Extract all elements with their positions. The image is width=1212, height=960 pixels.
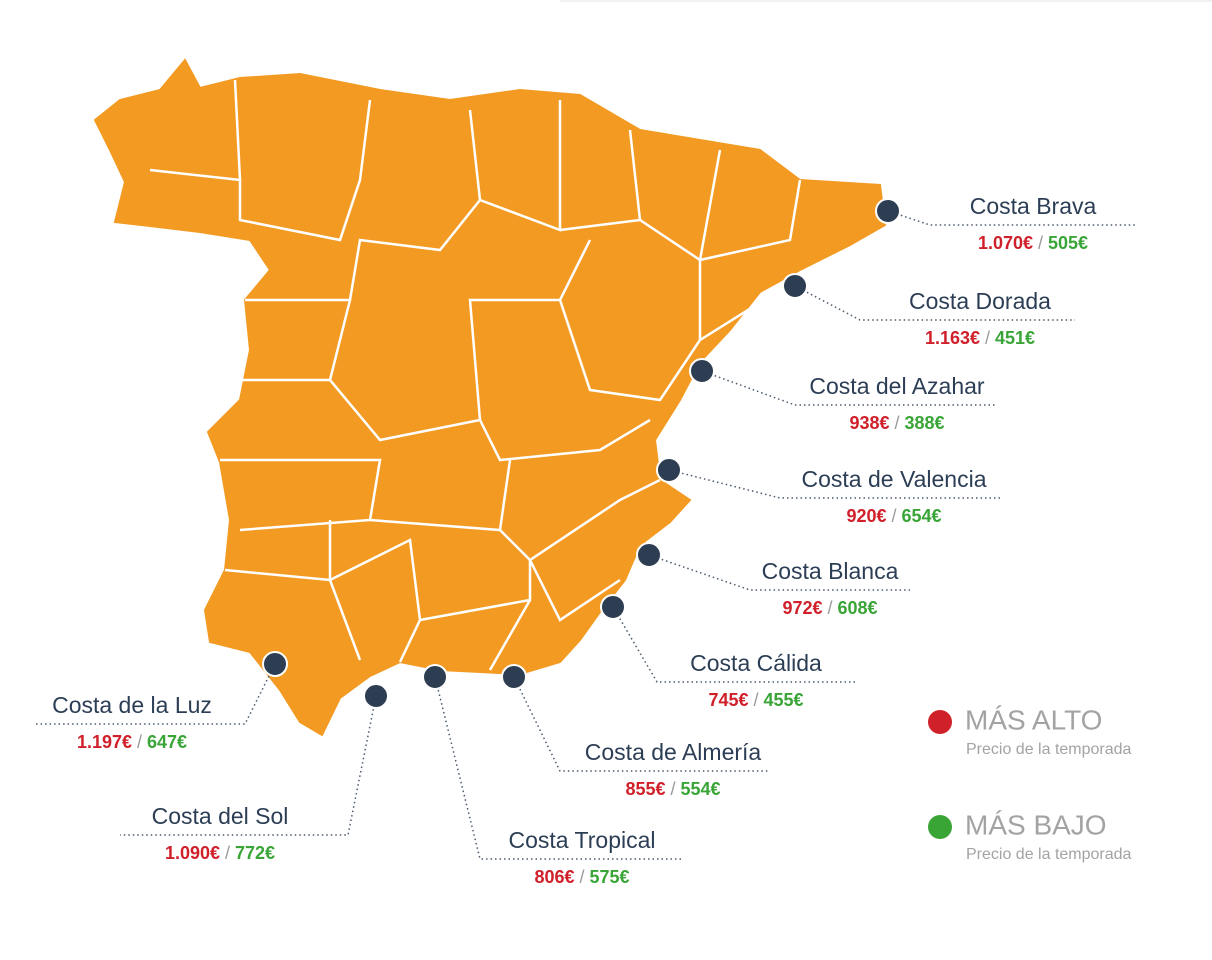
costa-prices: 920€/ 654€ (846, 506, 941, 526)
price-separator: / (225, 843, 230, 863)
spain-map (93, 58, 887, 737)
price-separator: / (753, 690, 758, 710)
price-separator: / (1038, 233, 1043, 253)
costa-dot (689, 358, 715, 384)
price-high: 1.090€ (165, 843, 220, 863)
costa-name: Costa Cálida (690, 650, 822, 676)
price-separator: / (891, 506, 896, 526)
costa-dot (875, 198, 901, 224)
price-low: 575€ (590, 867, 630, 887)
costa-name: Costa Tropical (508, 827, 655, 853)
costa-dot (422, 664, 448, 690)
costa-prices: 938€/ 388€ (849, 413, 944, 433)
costa-dot (501, 664, 527, 690)
legend-low-title: MÁS BAJO (965, 809, 1107, 840)
costa-dot (262, 651, 288, 677)
province-borders (149, 79, 802, 671)
costa-name: Costa del Azahar (809, 373, 985, 399)
leader-line (794, 285, 1075, 321)
costa-group: Costa de la Luz 1.197€/647€ (35, 651, 288, 752)
price-low: 451€ (995, 328, 1035, 348)
leader-line (513, 676, 770, 772)
price-low: 647€ (147, 732, 187, 752)
price-low: 455€ (764, 690, 804, 710)
costa-group: Costa Blanca 972€/ 608€ (636, 542, 910, 618)
price-separator: / (579, 867, 584, 887)
costa-name: Costa de la Luz (52, 692, 212, 718)
costa-name: Costa del Sol (152, 803, 289, 829)
price-low: 388€ (905, 413, 945, 433)
legend-high-dot (928, 710, 952, 734)
price-low: 654€ (902, 506, 942, 526)
costa-dot (782, 273, 808, 299)
costa-group: Costa Dorada 1.163€/451€ (782, 273, 1075, 348)
price-separator: / (894, 413, 899, 433)
costa-prices: 1.090€/772€ (165, 843, 275, 863)
costa-name: Costa Brava (970, 193, 1097, 219)
costa-prices: 855€/ 554€ (625, 779, 720, 799)
legend-low-dot (928, 815, 952, 839)
leader-line (120, 695, 377, 836)
costa-group: Costa de Valencia 920€/ 654€ (656, 457, 1003, 526)
price-high: 938€ (849, 413, 889, 433)
price-high: 855€ (625, 779, 665, 799)
leader-line (612, 606, 855, 683)
costa-name: Costa Blanca (762, 558, 899, 584)
price-low: 554€ (681, 779, 721, 799)
price-separator: / (137, 732, 142, 752)
price-low: 505€ (1048, 233, 1088, 253)
costa-dot (363, 683, 389, 709)
costa-prices: 806€/ 575€ (534, 867, 629, 887)
legend: MÁS ALTO Precio de la temporada MÁS BAJO… (928, 704, 1132, 863)
costa-dot (656, 457, 682, 483)
costa-prices: 972€/ 608€ (782, 598, 877, 618)
legend-low-subtitle: Precio de la temporada (966, 846, 1132, 863)
price-low: 772€ (235, 843, 275, 863)
costa-prices: 1.163€/451€ (925, 328, 1035, 348)
price-high: 745€ (708, 690, 748, 710)
costa-name: Costa Dorada (909, 288, 1051, 314)
leader-line (701, 370, 995, 406)
price-separator: / (670, 779, 675, 799)
costa-prices: 745€/ 455€ (708, 690, 803, 710)
leader-line (35, 663, 276, 725)
price-high: 1.163€ (925, 328, 980, 348)
costa-name: Costa de Almería (585, 739, 762, 765)
leader-line (887, 210, 1135, 226)
price-high: 1.197€ (77, 732, 132, 752)
price-separator: / (985, 328, 990, 348)
spain-outline (93, 58, 887, 737)
costa-prices: 1.070€/505€ (978, 233, 1088, 253)
legend-high-title: MÁS ALTO (965, 704, 1102, 735)
costa-prices: 1.197€/647€ (77, 732, 187, 752)
price-high: 920€ (846, 506, 886, 526)
price-high: 972€ (782, 598, 822, 618)
price-high: 806€ (534, 867, 574, 887)
costa-dot (600, 594, 626, 620)
legend-high-subtitle: Precio de la temporada (966, 741, 1132, 758)
costa-group: Costa Brava 1.070€/505€ (875, 193, 1135, 253)
costa-dot (636, 542, 662, 568)
costa-group: Costa del Azahar 938€/ 388€ (689, 358, 995, 433)
price-separator: / (827, 598, 832, 618)
price-low: 608€ (838, 598, 878, 618)
costa-name: Costa de Valencia (802, 466, 987, 492)
price-high: 1.070€ (978, 233, 1033, 253)
